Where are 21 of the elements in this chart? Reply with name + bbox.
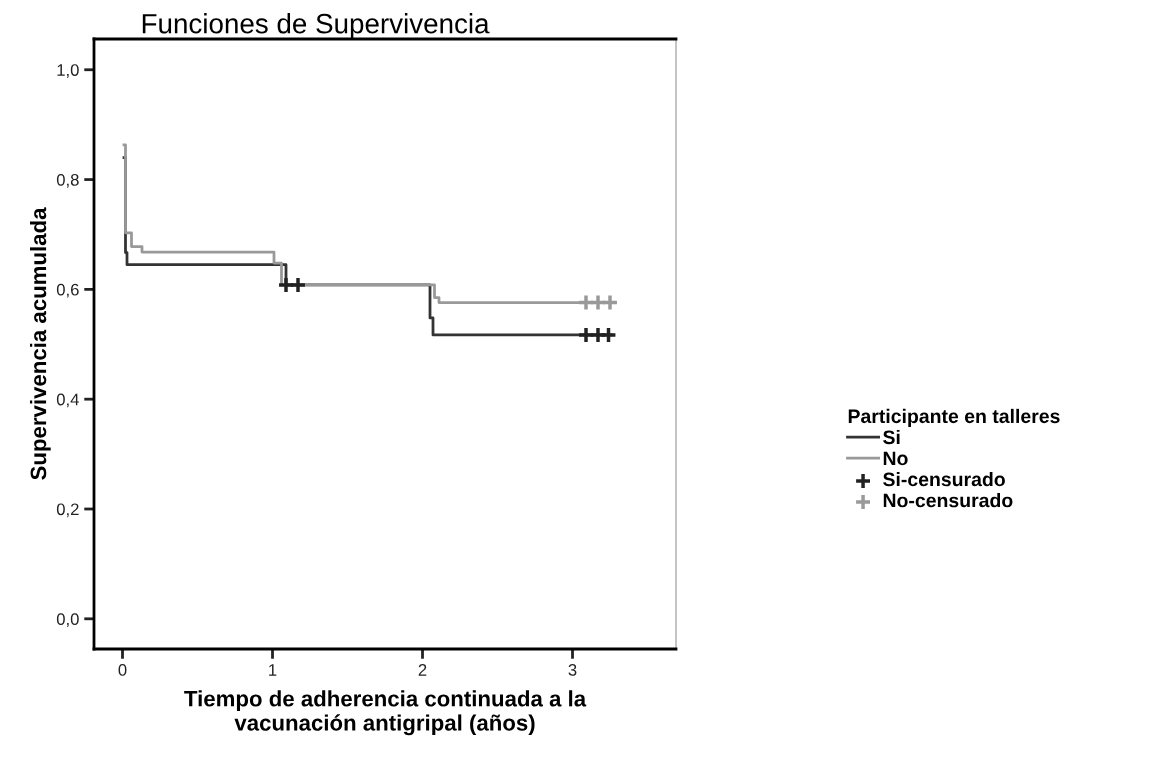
- chart-title: Funciones de Supervivencia: [142, 13, 490, 39]
- y-tick-label: 0,8: [56, 173, 79, 188]
- point: [601, 293, 619, 312]
- x-axis-title: Tiempo de adherencia continuada a la vacunación antigripal (años): [184, 690, 587, 736]
- x-tick-label: 2: [418, 664, 427, 676]
- y-tick-label: 0,6: [56, 283, 79, 298]
- x-tick-label: 0: [118, 664, 127, 676]
- y-axis-title: Supervivencia acumulada: [29, 207, 51, 480]
- x-tick-label: 1: [269, 664, 277, 676]
- x-tick-label: 3: [568, 664, 577, 676]
- y-tick-label: 1,0: [57, 64, 79, 78]
- y-tick-label: 0,4: [56, 393, 79, 408]
- legend-label: Si: [883, 429, 900, 445]
- point: [599, 326, 618, 344]
- legend-label: No: [883, 451, 908, 466]
- y-tick-label: 0,2: [56, 503, 79, 518]
- legend-label: No-censurado: [883, 493, 1013, 508]
- y-tick-label: 0,0: [56, 613, 79, 627]
- point: [289, 276, 307, 294]
- legend-title: Participante en talleres: [848, 408, 1060, 427]
- legend-label: Si-censurado: [883, 471, 1005, 487]
